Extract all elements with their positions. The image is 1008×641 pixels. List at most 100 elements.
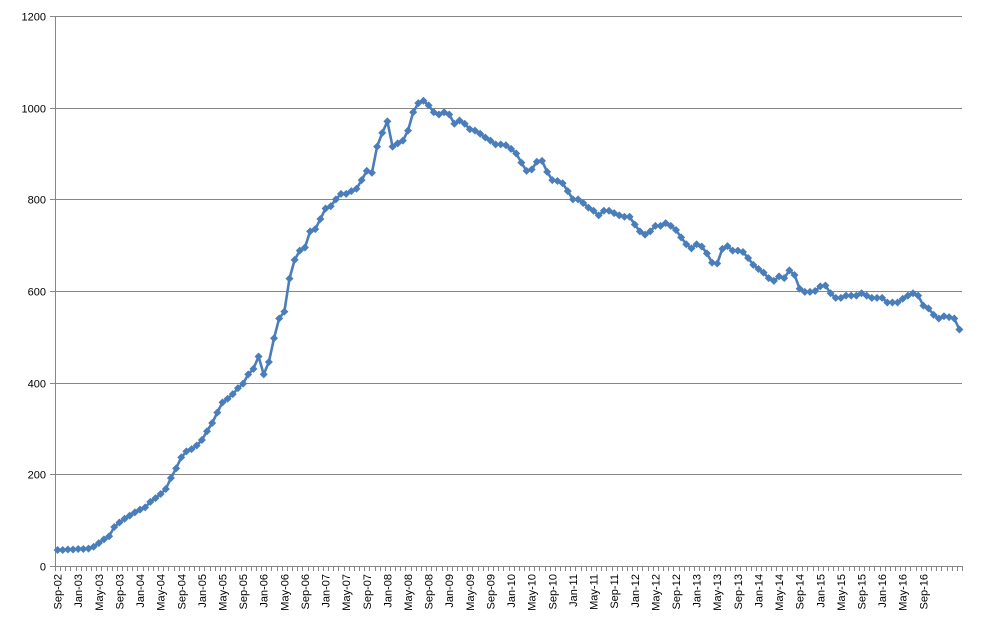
x-tick-label: Sep-10 xyxy=(547,574,559,609)
x-tick-label: Sep-04 xyxy=(176,574,188,609)
x-tick-label: Jan-04 xyxy=(135,574,147,608)
data-point xyxy=(285,274,294,283)
y-tick-label-1000: 1000 xyxy=(22,104,46,116)
data-point xyxy=(708,258,717,267)
data-point xyxy=(146,497,155,506)
data-point xyxy=(331,195,340,204)
data-point xyxy=(460,119,469,128)
data-point xyxy=(589,206,598,215)
data-point xyxy=(259,370,268,379)
x-tick-label: May-12 xyxy=(650,574,662,611)
data-point xyxy=(842,291,851,300)
data-point xyxy=(275,314,284,323)
x-tick-label: May-04 xyxy=(156,574,168,611)
data-point xyxy=(228,390,237,399)
data-point xyxy=(208,419,217,427)
data-point xyxy=(156,490,165,499)
data-point xyxy=(450,119,459,128)
x-tick-label: Sep-14 xyxy=(795,574,807,609)
data-point xyxy=(316,215,325,224)
x-tick-label: Jan-03 xyxy=(73,574,85,608)
data-point xyxy=(929,310,938,319)
x-tick-label: Sep-06 xyxy=(300,574,312,609)
data-point xyxy=(630,220,639,229)
data-point xyxy=(635,227,644,236)
y-tick-label-200: 200 xyxy=(28,470,46,482)
data-point xyxy=(419,96,428,105)
x-tick-label: Jan-05 xyxy=(197,574,209,608)
data-point xyxy=(548,176,557,185)
data-point xyxy=(445,110,454,119)
data-point xyxy=(264,358,273,367)
data-point xyxy=(151,494,160,503)
data-point xyxy=(280,307,289,316)
data-point xyxy=(816,282,825,291)
data-point xyxy=(105,532,114,541)
data-point xyxy=(543,167,552,176)
data-point xyxy=(357,176,366,185)
data-point xyxy=(599,206,608,215)
x-tick-label: May-13 xyxy=(712,574,724,611)
data-point xyxy=(337,189,346,198)
data-point xyxy=(99,535,108,544)
x-tick-label: Jan-15 xyxy=(815,574,827,608)
data-point xyxy=(749,260,758,269)
data-point xyxy=(507,144,516,153)
x-tick-label: May-11 xyxy=(589,574,601,610)
x-tick-label: May-06 xyxy=(279,574,291,611)
x-tick-label: May-16 xyxy=(898,574,910,611)
data-point xyxy=(244,370,253,379)
x-tick-label: Sep-05 xyxy=(238,574,250,609)
x-tick-label: May-05 xyxy=(217,574,229,611)
data-point xyxy=(218,398,227,407)
data-point xyxy=(471,126,479,135)
x-tick-label: Sep-12 xyxy=(671,574,683,609)
data-point xyxy=(233,384,242,393)
data-point xyxy=(110,523,119,532)
data-point xyxy=(300,243,309,252)
x-tick-label: Jan-10 xyxy=(506,574,518,608)
data-point xyxy=(821,281,830,290)
x-tick-label: Jan-06 xyxy=(259,574,271,608)
data-point xyxy=(769,276,778,285)
data-point xyxy=(373,142,382,151)
data-point xyxy=(785,266,794,275)
data-point xyxy=(651,221,660,230)
data-point xyxy=(574,195,583,204)
data-point xyxy=(826,289,835,298)
data-point xyxy=(192,441,201,450)
data-point xyxy=(249,364,258,373)
x-tick-label: Sep-13 xyxy=(733,574,745,609)
data-point xyxy=(172,464,181,473)
data-point xyxy=(254,352,263,361)
x-tick-label: May-10 xyxy=(527,574,539,611)
data-point xyxy=(790,270,799,279)
y-tick-label-1200: 1200 xyxy=(22,12,46,24)
x-tick-label: Sep-02 xyxy=(53,574,65,609)
data-point xyxy=(702,249,711,258)
data-point xyxy=(878,293,887,302)
x-tick-label: May-14 xyxy=(774,574,786,611)
data-point xyxy=(69,545,78,554)
x-tick-label: Sep-08 xyxy=(424,574,436,609)
data-point xyxy=(800,287,809,296)
data-point xyxy=(713,259,722,268)
data-point xyxy=(58,545,67,554)
data-point xyxy=(486,136,495,145)
data-point xyxy=(424,101,433,110)
data-point xyxy=(831,293,840,302)
data-point xyxy=(641,230,650,239)
x-tick-label: Sep-09 xyxy=(485,574,497,609)
data-point xyxy=(744,254,753,262)
data-point xyxy=(955,325,964,334)
data-point xyxy=(270,334,279,343)
data-point xyxy=(409,108,418,117)
data-point xyxy=(594,211,603,220)
data-point xyxy=(311,225,320,234)
y-tick-label-400: 400 xyxy=(28,379,46,391)
data-point xyxy=(677,233,686,242)
data-point xyxy=(398,136,407,145)
data-point xyxy=(295,246,304,255)
